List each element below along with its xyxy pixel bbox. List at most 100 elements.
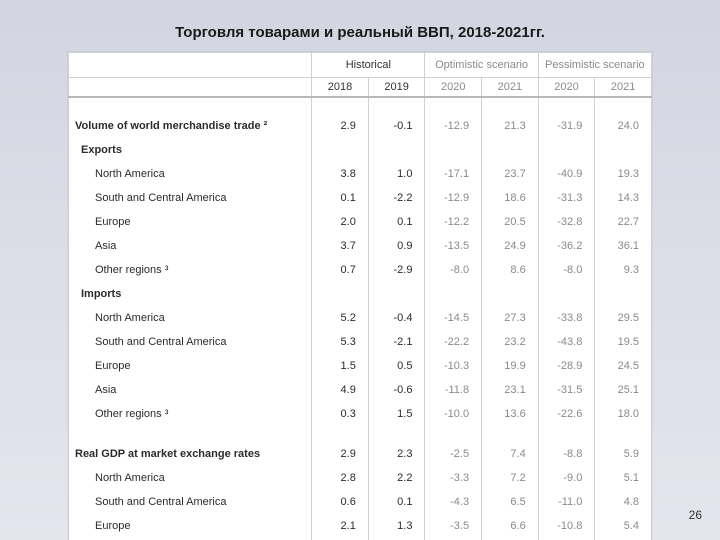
row-label: South and Central America (69, 490, 312, 514)
cell-empty (538, 426, 595, 442)
data-table: Historical Optimistic scenario Pessimist… (68, 52, 652, 540)
cell-value: 27.3 (482, 306, 539, 330)
cell-value: -33.8 (538, 306, 595, 330)
cell-value: -4.3 (425, 490, 482, 514)
cell-value: 5.2 (312, 306, 369, 330)
cell-value: 0.5 (368, 354, 425, 378)
cell-empty (595, 426, 652, 442)
table-body: Volume of world merchandise trade ² 2.9-… (69, 97, 652, 540)
row-label: Europe (69, 354, 312, 378)
cell-empty (312, 138, 369, 162)
cell-value: -8.0 (538, 258, 595, 282)
cell-value: 1.3 (368, 514, 425, 538)
cell-value: 8.6 (482, 258, 539, 282)
cell-value: 19.9 (482, 354, 539, 378)
colgroup-optimistic: Optimistic scenario (425, 53, 538, 78)
cell-value: 5.9 (595, 442, 652, 466)
table-row: Other regions ³ 0.31.5-10.013.6-22.618.0 (69, 402, 652, 426)
row-label: Volume of world merchandise trade ² (69, 114, 312, 138)
row-label: South and Central America (69, 186, 312, 210)
cell-value: -2.1 (368, 330, 425, 354)
row-label: Europe (69, 210, 312, 234)
cell-empty (312, 426, 369, 442)
table-row: Asia 3.70.9-13.524.9-36.236.1 (69, 234, 652, 258)
cell-value: -0.1 (368, 114, 425, 138)
cell-value: -13.5 (425, 234, 482, 258)
table-row (69, 97, 652, 114)
row-label: Exports (69, 138, 312, 162)
cell-value: 7.4 (482, 442, 539, 466)
cell-empty (482, 426, 539, 442)
cell-value: 22.7 (595, 210, 652, 234)
cell-value: 0.3 (312, 402, 369, 426)
cell-empty (368, 97, 425, 114)
row-label: Real GDP at market exchange rates (69, 442, 312, 466)
cell-value: -0.4 (368, 306, 425, 330)
row-label: Imports (69, 282, 312, 306)
row-label: North America (69, 466, 312, 490)
cell-value: -11.0 (538, 490, 595, 514)
cell-empty (425, 426, 482, 442)
cell-value: -12.2 (425, 210, 482, 234)
cell-empty (425, 282, 482, 306)
cell-value: -8.8 (538, 442, 595, 466)
cell-value: 0.1 (368, 210, 425, 234)
cell-value: 0.6 (312, 490, 369, 514)
cell-value: 5.3 (312, 330, 369, 354)
cell-value: 6.5 (482, 490, 539, 514)
cell-empty (538, 282, 595, 306)
cell-empty (538, 138, 595, 162)
cell-value: -3.3 (425, 466, 482, 490)
col-year: 2018 (312, 78, 369, 98)
cell-value: 24.5 (595, 354, 652, 378)
cell-value: 23.2 (482, 330, 539, 354)
cell-value: 0.1 (312, 186, 369, 210)
table-row: North America 2.82.2-3.37.2-9.05.1 (69, 466, 652, 490)
cell-value: 19.3 (595, 162, 652, 186)
row-label: North America (69, 162, 312, 186)
cell-value: -43.8 (538, 330, 595, 354)
cell-value: -12.9 (425, 186, 482, 210)
cell-empty (368, 426, 425, 442)
cell-value: 36.1 (595, 234, 652, 258)
table-row: North America 3.81.0-17.123.7-40.919.3 (69, 162, 652, 186)
table-row: Europe 1.50.5-10.319.9-28.924.5 (69, 354, 652, 378)
cell-empty (312, 97, 369, 114)
table-row: Volume of world merchandise trade ² 2.9-… (69, 114, 652, 138)
cell-empty (595, 97, 652, 114)
col-year: 2019 (368, 78, 425, 98)
col-year: 2020 (425, 78, 482, 98)
cell-value: -10.0 (425, 402, 482, 426)
cell-value: 2.8 (312, 466, 369, 490)
row-label: Asia (69, 234, 312, 258)
cell-empty (482, 282, 539, 306)
cell-empty (595, 138, 652, 162)
cell-empty (538, 97, 595, 114)
cell-value: -22.6 (538, 402, 595, 426)
cell-value: 23.7 (482, 162, 539, 186)
table-row: Europe 2.11.3-3.56.6-10.85.4 (69, 514, 652, 538)
cell-value: -32.8 (538, 210, 595, 234)
table-row: South and Central America 0.60.1-4.36.5-… (69, 490, 652, 514)
cell-value: 2.3 (368, 442, 425, 466)
cell-value: 13.6 (482, 402, 539, 426)
colgroup-historical: Historical (312, 53, 425, 78)
col-year: 2020 (538, 78, 595, 98)
cell-value: -0.6 (368, 378, 425, 402)
cell-value: 2.2 (368, 466, 425, 490)
row-label: Other regions ³ (69, 258, 312, 282)
cell-value: 2.9 (312, 114, 369, 138)
table-row: Asia 4.9-0.6-11.823.1-31.525.1 (69, 378, 652, 402)
cell-value: -17.1 (425, 162, 482, 186)
table-row (69, 426, 652, 442)
cell-value: 5.1 (595, 466, 652, 490)
cell-value: -14.5 (425, 306, 482, 330)
cell-empty (312, 282, 369, 306)
cell-value: -31.5 (538, 378, 595, 402)
table-row: South and Central America 5.3-2.1-22.223… (69, 330, 652, 354)
slide-title: Торговля товарами и реальный ВВП, 2018-2… (0, 24, 720, 41)
header-blank (69, 53, 312, 78)
cell-empty (425, 97, 482, 114)
cell-value: 14.3 (595, 186, 652, 210)
table-header: Historical Optimistic scenario Pessimist… (69, 53, 652, 98)
